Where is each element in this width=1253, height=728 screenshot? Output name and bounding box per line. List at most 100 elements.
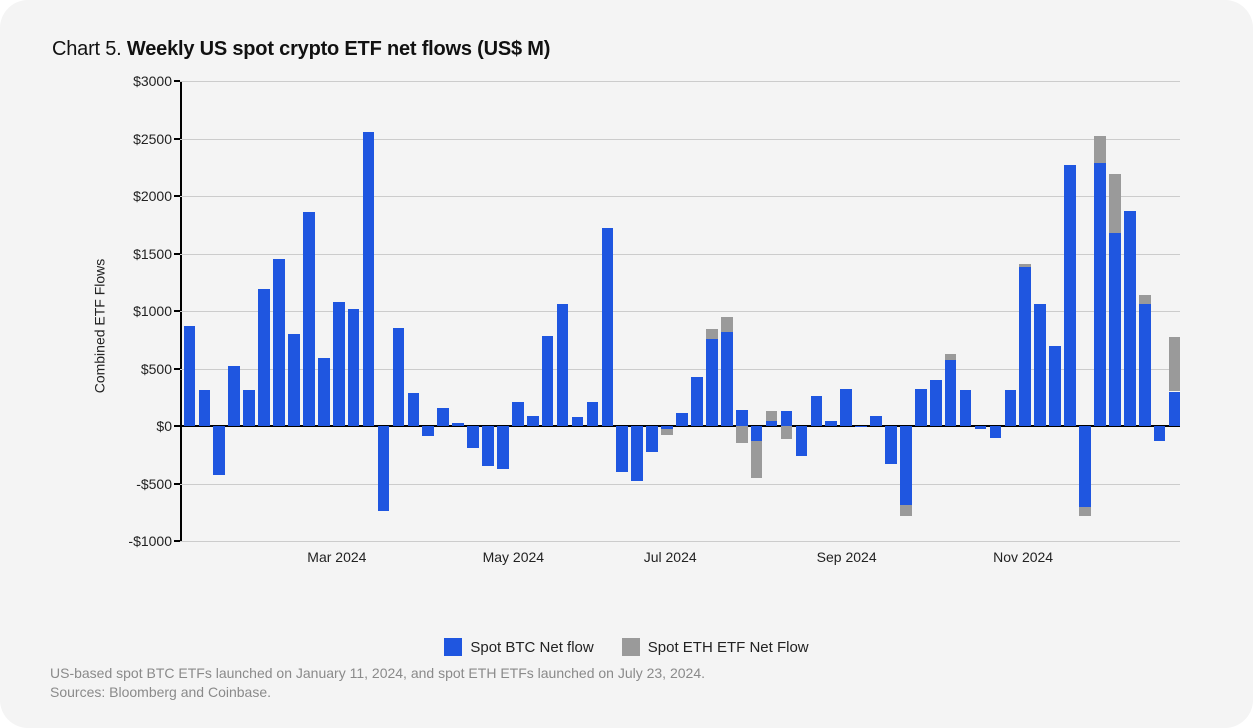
gridline: [180, 254, 1180, 255]
bar-btc: [796, 426, 808, 456]
chart-card: Chart 5. Weekly US spot crypto ETF net f…: [0, 0, 1253, 728]
bar-btc: [303, 212, 315, 426]
bar-btc: [721, 332, 733, 426]
bar-btc: [527, 416, 539, 426]
y-tick-mark: [174, 310, 180, 312]
bar-btc: [1109, 233, 1121, 426]
bar-btc: [199, 390, 211, 426]
bar-btc: [840, 389, 852, 426]
bar-btc: [811, 396, 823, 426]
y-tick-label: $0: [108, 418, 172, 434]
bar-eth: [1094, 136, 1106, 162]
bar-btc: [243, 390, 255, 426]
bar-btc: [631, 426, 643, 481]
bar-btc: [587, 402, 599, 426]
y-tick-mark: [174, 253, 180, 255]
y-tick-mark: [174, 80, 180, 82]
bar-btc: [1049, 346, 1061, 427]
bar-btc: [482, 426, 494, 466]
x-tick-label: May 2024: [483, 549, 544, 565]
bar-eth: [736, 426, 748, 443]
bar-btc: [213, 426, 225, 475]
bar-eth: [1139, 295, 1151, 304]
bar-btc: [288, 334, 300, 426]
chart-title: Chart 5. Weekly US spot crypto ETF net f…: [52, 38, 1203, 61]
bar-btc: [228, 366, 240, 426]
legend: Spot BTC Net flow Spot ETH ETF Net Flow: [0, 638, 1253, 656]
legend-swatch-btc: [444, 638, 462, 656]
bar-btc: [751, 426, 763, 441]
bar-btc: [363, 132, 375, 426]
bar-btc: [378, 426, 390, 511]
footnotes: US-based spot BTC ETFs launched on Janua…: [50, 664, 705, 702]
y-tick-label: -$1000: [108, 533, 172, 549]
bar-btc: [945, 360, 957, 426]
bar-btc: [557, 304, 569, 426]
bar-btc: [1064, 165, 1076, 426]
legend-item-eth: Spot ETH ETF Net Flow: [622, 638, 809, 656]
x-tick-label: Jul 2024: [644, 549, 697, 565]
bar-btc: [572, 417, 584, 426]
bar-btc: [467, 426, 479, 448]
bar-btc: [736, 410, 748, 426]
bar-btc: [1169, 392, 1181, 427]
y-tick-label: -$500: [108, 476, 172, 492]
gridline: [180, 541, 1180, 542]
legend-label-eth: Spot ETH ETF Net Flow: [648, 639, 809, 656]
bar-btc: [616, 426, 628, 472]
bar-btc: [393, 328, 405, 426]
chart-title-main: Weekly US spot crypto ETF net flows (US$…: [127, 38, 550, 60]
chart-area: Combined ETF Flows -$1000-$500$0$500$100…: [50, 71, 1190, 581]
bar-btc: [1094, 163, 1106, 426]
bar-eth: [661, 429, 673, 435]
bar-btc: [333, 302, 345, 426]
x-tick-label: Mar 2024: [307, 549, 366, 565]
bar-btc: [348, 309, 360, 426]
y-tick-mark: [174, 368, 180, 370]
bar-btc: [1019, 267, 1031, 426]
bar-btc: [602, 228, 614, 426]
y-tick-label: $1500: [108, 246, 172, 262]
bar-btc: [1005, 390, 1017, 426]
gridline: [180, 81, 1180, 82]
bar-eth: [766, 411, 778, 421]
bar-btc: [870, 416, 882, 426]
legend-item-btc: Spot BTC Net flow: [444, 638, 593, 656]
bar-btc: [452, 423, 464, 426]
bar-eth: [751, 441, 763, 478]
bar-eth: [721, 317, 733, 332]
gridline: [180, 484, 1180, 485]
y-axis-label: Combined ETF Flows: [91, 259, 107, 394]
y-tick-label: $1000: [108, 303, 172, 319]
bar-btc: [1034, 304, 1046, 426]
bar-btc: [706, 339, 718, 426]
bar-btc: [1139, 304, 1151, 426]
bar-btc: [975, 426, 987, 429]
x-tick-label: Sep 2024: [817, 549, 877, 565]
bar-eth: [781, 426, 793, 439]
y-tick-mark: [174, 138, 180, 140]
y-tick-label: $2500: [108, 131, 172, 147]
y-tick-mark: [174, 540, 180, 542]
bar-btc: [885, 426, 897, 464]
bar-btc: [318, 358, 330, 426]
y-tick-mark: [174, 483, 180, 485]
bar-btc: [960, 390, 972, 426]
bar-btc: [691, 377, 703, 426]
x-tick-label: Nov 2024: [993, 549, 1053, 565]
plot-area: -$1000-$500$0$500$1000$1500$2000$2500$30…: [180, 81, 1180, 541]
bar-btc: [1124, 211, 1136, 426]
bar-btc: [825, 421, 837, 426]
y-tick-label: $500: [108, 361, 172, 377]
bar-btc: [437, 408, 449, 426]
bar-eth: [945, 354, 957, 361]
bar-btc: [766, 421, 778, 426]
bar-btc: [930, 380, 942, 426]
bar-eth: [1109, 174, 1121, 233]
y-tick-mark: [174, 195, 180, 197]
bar-eth: [900, 505, 912, 515]
bar-btc: [990, 426, 1002, 438]
bar-btc: [781, 411, 793, 426]
bar-eth: [1019, 264, 1031, 267]
bar-btc: [1154, 426, 1166, 441]
